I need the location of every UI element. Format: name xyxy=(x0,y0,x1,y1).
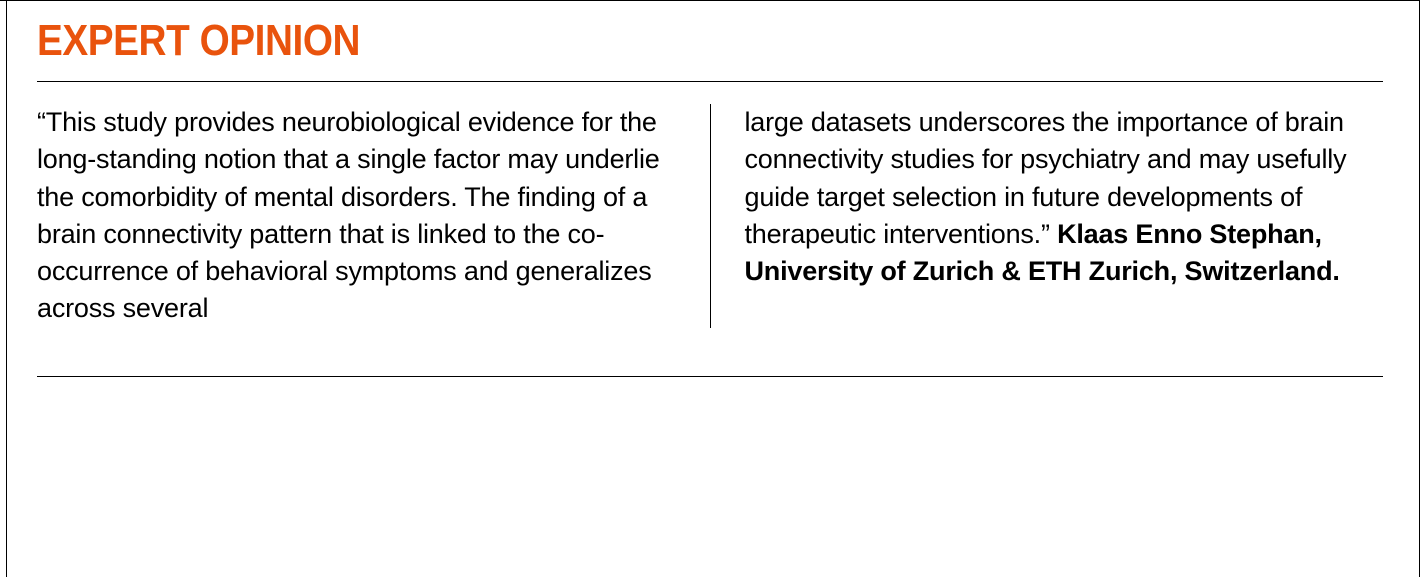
content-area: EXPERT OPINION “This study provides neur… xyxy=(6,1,1419,577)
quote-col-left: “This study provides neurobiological evi… xyxy=(37,104,710,328)
expert-opinion-box: EXPERT OPINION “This study provides neur… xyxy=(0,0,1420,577)
quote-col-right: large datasets underscores the importanc… xyxy=(710,104,1384,328)
section-heading: EXPERT OPINION xyxy=(37,19,1221,63)
top-rule xyxy=(37,81,1383,82)
bottom-rule xyxy=(37,376,1383,377)
quote-columns: “This study provides neurobiological evi… xyxy=(37,104,1383,328)
